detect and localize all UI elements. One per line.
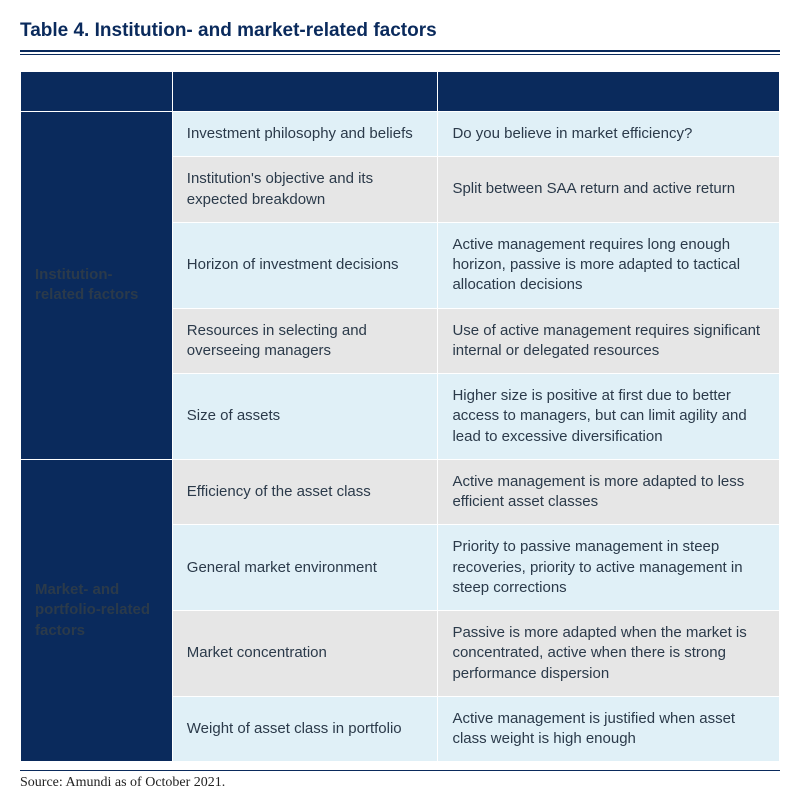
factor-cell: Horizon of investment decisions [172,222,438,308]
rule-top [20,50,780,52]
factor-cell: Efficiency of the asset class [172,459,438,525]
description-cell: Active management requires long enough h… [438,222,780,308]
table-title: Table 4. Institution- and market-related… [20,20,780,42]
table-row: Market- and portfolio-related factorsEff… [21,459,780,525]
table-row: Institution-related factorsInvestment ph… [21,112,780,157]
header-blank-1 [21,72,173,112]
section-header: Institution-related factors [21,112,173,460]
description-cell: Active management is more adapted to les… [438,459,780,525]
table-body: Institution-related factorsInvestment ph… [21,112,780,762]
factor-cell: Resources in selecting and overseeing ma… [172,308,438,374]
factor-cell: Investment philosophy and beliefs [172,112,438,157]
factor-cell: Market concentration [172,611,438,697]
rule-thin [20,54,780,55]
description-cell: Use of active management requires signif… [438,308,780,374]
description-cell: Active management is justified when asse… [438,696,780,762]
factor-cell: General market environment [172,525,438,611]
table-header-row [21,72,780,112]
description-cell: Passive is more adapted when the market … [438,611,780,697]
header-blank-2 [172,72,438,112]
description-cell: Priority to passive management in steep … [438,525,780,611]
section-header: Market- and portfolio-related factors [21,459,173,762]
factor-cell: Institution's objective and its expected… [172,157,438,223]
header-blank-3 [438,72,780,112]
factors-table: Institution-related factorsInvestment ph… [20,71,780,762]
factor-cell: Size of assets [172,374,438,460]
factor-cell: Weight of asset class in portfolio [172,696,438,762]
description-cell: Do you believe in market efficiency? [438,112,780,157]
source-note: Source: Amundi as of October 2021. [20,770,780,791]
description-cell: Higher size is positive at first due to … [438,374,780,460]
description-cell: Split between SAA return and active retu… [438,157,780,223]
